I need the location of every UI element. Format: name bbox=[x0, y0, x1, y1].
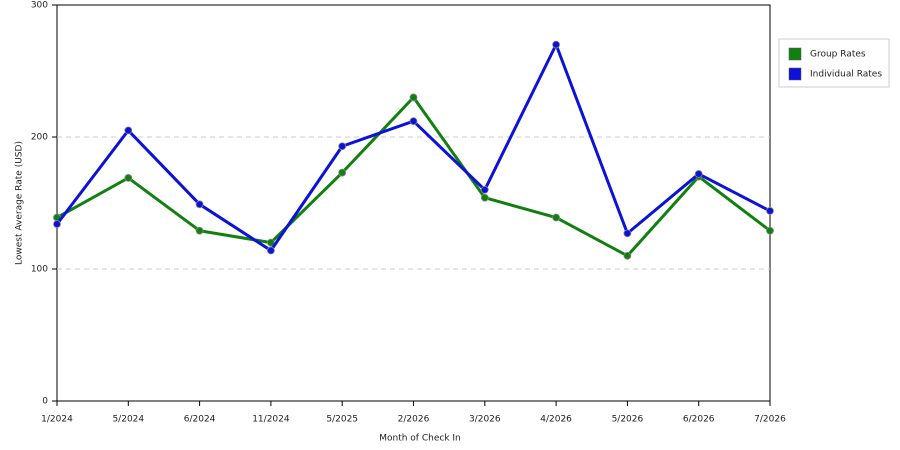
x-tick-label: 1/2024 bbox=[41, 415, 73, 425]
data-point bbox=[266, 246, 275, 255]
data-point bbox=[480, 185, 489, 194]
data-point bbox=[552, 40, 560, 49]
x-tick-label: 2/2026 bbox=[398, 415, 430, 425]
data-point bbox=[124, 174, 133, 182]
y-axis-label: Lowest Average Rate (USD) bbox=[15, 141, 25, 265]
legend-swatch bbox=[788, 47, 802, 61]
legend-swatch bbox=[788, 67, 802, 81]
x-tick-label: 3/2026 bbox=[469, 415, 501, 425]
data-point bbox=[766, 226, 774, 235]
y-tick-label: 0 bbox=[42, 397, 48, 407]
data-point bbox=[552, 213, 560, 222]
x-tick-label: 5/2026 bbox=[612, 415, 644, 425]
data-point bbox=[623, 251, 632, 260]
y-tick-label: 100 bbox=[31, 265, 48, 275]
x-tick-label: 11/2024 bbox=[252, 415, 290, 425]
data-point bbox=[480, 193, 489, 202]
x-tick-label: 5/2025 bbox=[326, 415, 358, 425]
data-point bbox=[766, 207, 774, 215]
x-tick-label: 7/2026 bbox=[754, 415, 786, 425]
data-point bbox=[409, 117, 418, 126]
data-point bbox=[195, 200, 204, 209]
data-point bbox=[623, 229, 632, 238]
data-point bbox=[409, 93, 418, 102]
legend: Group Rates Individual Rates bbox=[778, 38, 890, 88]
series-line bbox=[55, 43, 771, 253]
y-tick-label: 300 bbox=[31, 1, 48, 11]
x-axis-label: Month of Check In bbox=[379, 434, 461, 444]
data-point bbox=[53, 220, 61, 229]
data-point bbox=[338, 142, 347, 151]
data-point bbox=[338, 168, 347, 177]
x-tick-label: 6/2026 bbox=[683, 415, 715, 425]
data-point bbox=[694, 170, 703, 178]
legend-label: Individual Rates bbox=[810, 70, 882, 80]
x-tick-label: 4/2026 bbox=[540, 415, 572, 425]
x-tick-label: 6/2024 bbox=[184, 415, 216, 425]
data-point bbox=[195, 226, 204, 235]
legend-label: Group Rates bbox=[810, 50, 866, 60]
x-tick-label: 5/2024 bbox=[112, 415, 144, 425]
data-point bbox=[266, 238, 275, 247]
y-tick-label: 200 bbox=[31, 133, 48, 143]
data-point bbox=[124, 126, 133, 135]
